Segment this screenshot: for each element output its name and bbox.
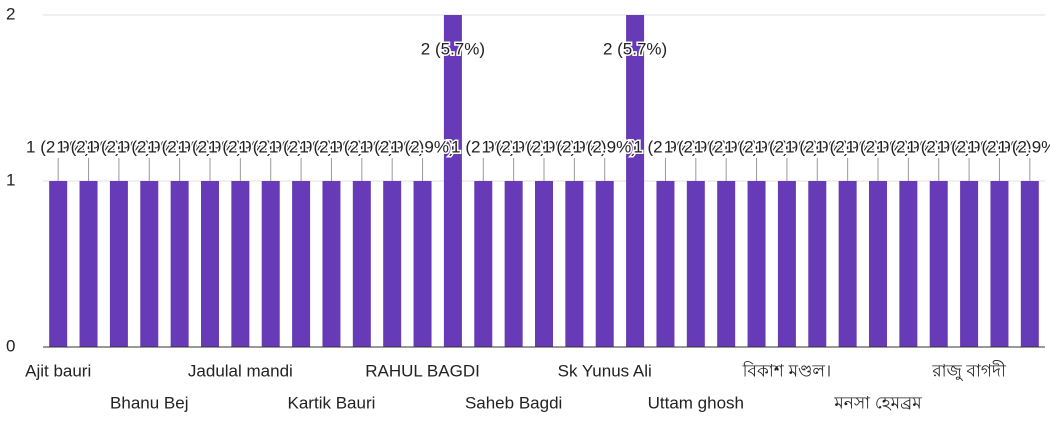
bar bbox=[443, 15, 462, 347]
value-label: 1 (2.9%) bbox=[937, 137, 1001, 156]
x-tick-label: Sk Yunus Ali bbox=[558, 361, 652, 380]
x-tick-label: Bhanu Bej bbox=[110, 393, 188, 412]
x-tick-label: রাজু বাগদী bbox=[931, 360, 1007, 381]
value-label: 1 (2.9%) bbox=[178, 137, 242, 156]
value-label: 1 (2.9%) bbox=[360, 137, 424, 156]
x-tick-label: RAHUL BAGDI bbox=[365, 361, 480, 380]
x-tick-label: Jadulal mandi bbox=[188, 361, 293, 380]
value-label: 1 (2.9%) bbox=[208, 137, 272, 156]
value-label: 1 (2.9%) bbox=[299, 137, 363, 156]
y-tick-label: 1 bbox=[6, 170, 15, 189]
value-label: 1 (2.9%) bbox=[967, 137, 1031, 156]
bar bbox=[838, 181, 857, 347]
value-label: 1 (2.9%) bbox=[785, 137, 849, 156]
value-label: 1 (2.9%) bbox=[846, 137, 910, 156]
value-label: 1 (2.9%) bbox=[755, 137, 819, 156]
value-label: 2 (5.7%) bbox=[421, 39, 485, 58]
bar bbox=[1020, 181, 1039, 347]
bar bbox=[747, 181, 766, 347]
bar bbox=[656, 181, 675, 347]
bar bbox=[929, 181, 948, 347]
value-label: 1 (2.9%) bbox=[482, 137, 546, 156]
bar bbox=[292, 181, 311, 347]
bar bbox=[717, 181, 736, 347]
bar bbox=[899, 181, 918, 347]
y-tick-label: 0 bbox=[6, 336, 15, 355]
bar bbox=[686, 181, 705, 347]
x-tick-label: বিকাশ মণ্ডল। bbox=[742, 360, 832, 380]
value-label: 1 (2.9%) bbox=[148, 137, 212, 156]
bar bbox=[565, 181, 584, 347]
value-label: 1 (2.9%) bbox=[876, 137, 940, 156]
value-label: 1 (2.9%) bbox=[724, 137, 788, 156]
x-tick-label: মনসা হেমব্রম bbox=[833, 393, 922, 412]
bar bbox=[140, 181, 159, 347]
bar bbox=[808, 181, 827, 347]
value-label: 1 (2.9%) bbox=[390, 137, 454, 156]
bar bbox=[474, 181, 493, 347]
bar bbox=[261, 181, 280, 347]
bar bbox=[170, 181, 189, 347]
value-label: 1 (2.9%) bbox=[451, 137, 515, 156]
bar bbox=[626, 15, 645, 347]
value-label: 1 (2.9%) bbox=[512, 137, 576, 156]
bar bbox=[595, 181, 614, 347]
value-label: 1 (2.9%) bbox=[542, 137, 606, 156]
value-label: 1 (2.9%) bbox=[633, 137, 697, 156]
value-label: 1 (2.9%) bbox=[26, 137, 90, 156]
bar bbox=[504, 181, 523, 347]
bar bbox=[960, 181, 979, 347]
x-tick-label: Uttam ghosh bbox=[648, 393, 744, 412]
bar bbox=[869, 181, 887, 347]
value-label: 1 (2.9%) bbox=[816, 137, 880, 156]
bar bbox=[990, 181, 1009, 347]
value-label: 1 (2.9%) bbox=[117, 137, 181, 156]
y-tick-label: 2 bbox=[6, 4, 15, 23]
x-tick-label: Saheb Bagdi bbox=[465, 393, 562, 412]
bar bbox=[49, 181, 68, 347]
bar bbox=[352, 181, 371, 347]
value-label: 1 (2.9%) bbox=[664, 137, 728, 156]
value-label: 1 (2.9%) bbox=[907, 137, 971, 156]
bar bbox=[777, 181, 796, 347]
value-label: 1 (2.9%) bbox=[694, 137, 758, 156]
bar bbox=[322, 181, 341, 347]
value-label: 1 (2.9%) bbox=[239, 137, 303, 156]
value-label: 1 (2.9%) bbox=[573, 137, 637, 156]
value-label: 1 (2.9%) bbox=[56, 137, 120, 156]
value-label: 1 (2.9%) bbox=[87, 137, 151, 156]
bar bbox=[413, 181, 432, 347]
x-tick-label: Ajit bauri bbox=[25, 361, 91, 380]
value-label: 1 (2.9%) bbox=[269, 137, 333, 156]
value-label: 2 (5.7%) bbox=[603, 39, 667, 58]
bar bbox=[109, 181, 128, 347]
bar bbox=[231, 181, 250, 347]
value-label: 1 (2.9%) bbox=[998, 137, 1050, 156]
bar bbox=[79, 181, 98, 347]
bar bbox=[383, 181, 402, 347]
bar bbox=[201, 181, 219, 347]
value-label: 1 (2.9%) bbox=[330, 137, 394, 156]
x-tick-label: Kartik Bauri bbox=[288, 393, 376, 412]
bar bbox=[535, 181, 553, 347]
